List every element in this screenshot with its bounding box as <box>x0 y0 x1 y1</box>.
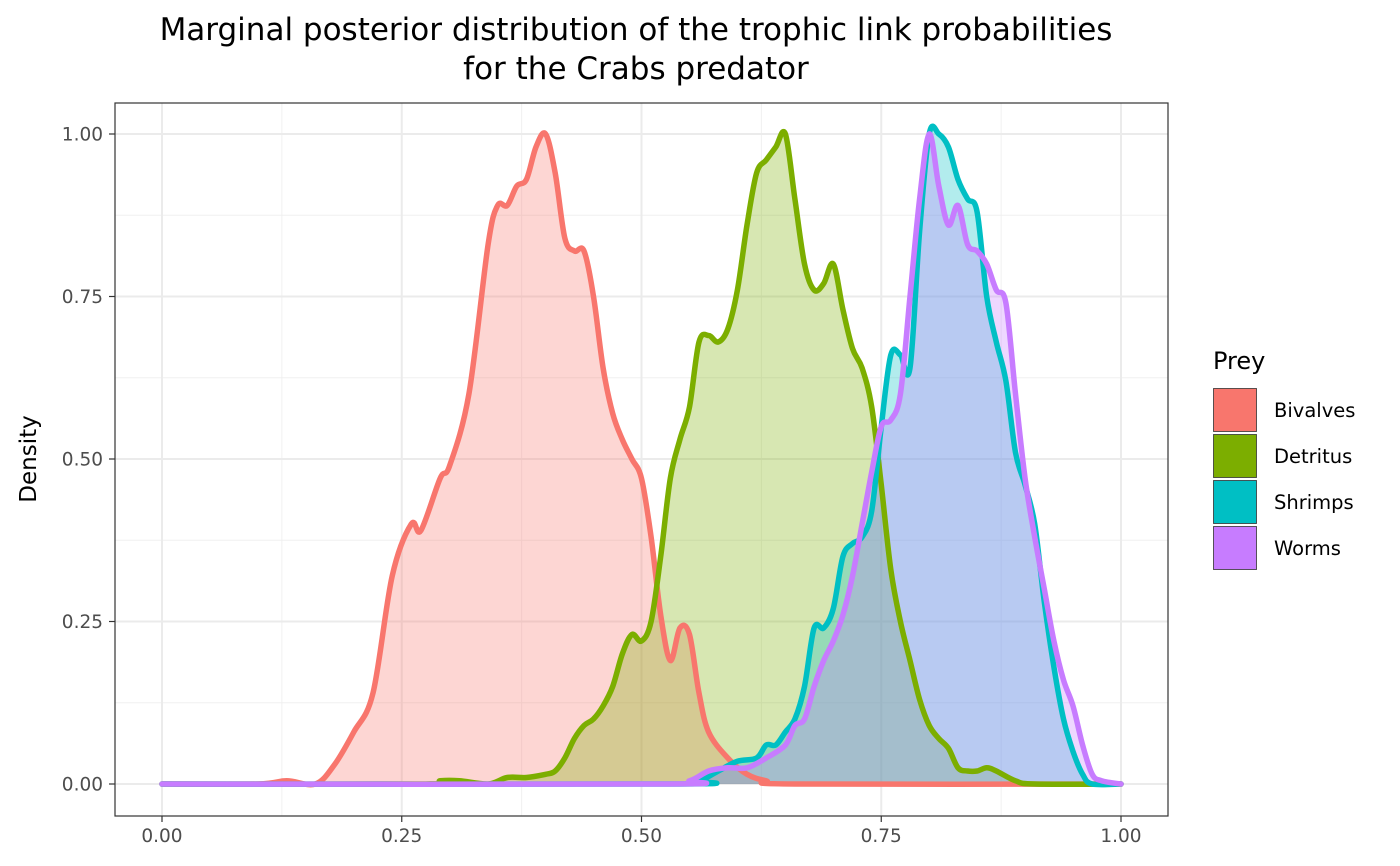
legend-title: Prey <box>1213 347 1265 375</box>
density-line-bivalves <box>159 130 1124 788</box>
y-tick-label: 0.75 <box>62 287 103 308</box>
y-axis: 0.00 0.25 0.50 0.75 1.00 <box>62 125 115 796</box>
density-area-shrimps <box>162 126 1121 785</box>
x-tick-label: 0.25 <box>381 826 422 847</box>
legend-swatch-shrimps <box>1213 480 1257 524</box>
y-tick-label: 0.25 <box>62 612 103 633</box>
density-line-worms <box>159 131 1124 787</box>
density-area-worms <box>162 133 1121 785</box>
y-tick-label: 0.00 <box>62 775 103 796</box>
density-fills <box>162 126 1121 785</box>
chart-title-line-1: Marginal posterior distribution of the t… <box>160 12 1113 48</box>
legend-label-worms: Worms <box>1274 537 1341 560</box>
x-tick-label: 0.75 <box>861 826 902 847</box>
x-tick-label: 1.00 <box>1100 826 1141 847</box>
y-tick-label: 1.00 <box>62 125 103 146</box>
legend-label-detritus: Detritus <box>1274 445 1352 468</box>
chart-title-line-2: for the Crabs predator <box>463 51 809 87</box>
density-area-detritus <box>162 131 1121 785</box>
density-lines <box>159 123 1124 788</box>
density-line-detritus <box>159 129 1124 787</box>
legend-swatch-bivalves <box>1213 388 1257 432</box>
x-tick-label: 0.50 <box>621 826 662 847</box>
legend: Prey Bivalves Detritus Shrimps Worms <box>1213 347 1355 570</box>
density-area-bivalves <box>162 132 1121 785</box>
x-axis: 0.00 0.25 0.50 0.75 1.00 <box>141 816 1142 847</box>
legend-label-shrimps: Shrimps <box>1274 491 1354 514</box>
x-tick-label: 0.00 <box>141 826 182 847</box>
y-tick-label: 0.50 <box>62 450 103 471</box>
legend-label-bivalves: Bivalves <box>1274 399 1355 422</box>
legend-swatch-worms <box>1213 526 1257 570</box>
legend-swatch-detritus <box>1213 434 1257 478</box>
y-axis-title: Density <box>16 415 42 502</box>
